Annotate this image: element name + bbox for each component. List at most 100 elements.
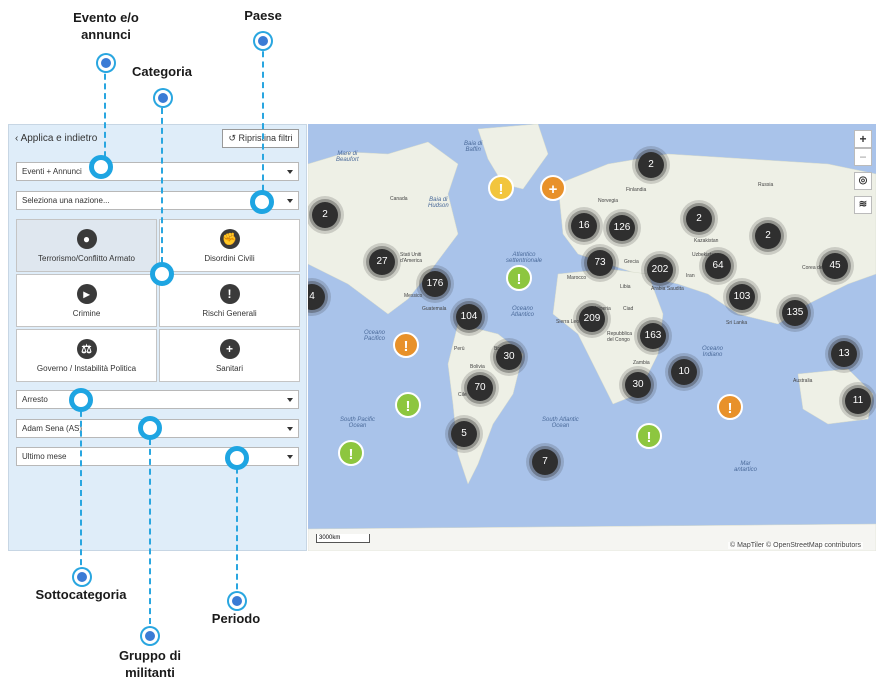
land-label: Russia [758, 182, 774, 188]
callout-target [138, 416, 162, 440]
event-cluster[interactable]: 11 [845, 388, 871, 414]
callout-target [150, 262, 174, 286]
exclamation-marker-icon[interactable]: ! [338, 440, 364, 466]
zoom-in-button[interactable]: + [854, 130, 872, 148]
event-cluster[interactable]: 2 [638, 152, 664, 178]
subcategory-select[interactable]: Arresto [16, 390, 299, 409]
callout-dot [155, 90, 171, 106]
country-select[interactable]: Seleziona una nazione... [16, 191, 299, 210]
callout-dot [98, 55, 114, 71]
event-cluster[interactable]: 2 [686, 206, 712, 232]
land-label: Repubblica del Congo [607, 331, 633, 343]
callout-line [236, 458, 238, 599]
fist-icon: ✊ [219, 229, 240, 249]
land-label: Arabia Saudita [651, 286, 684, 292]
land-greenland [477, 124, 549, 190]
category-disordini-civili[interactable]: ✊ Disordini Civili [159, 219, 300, 272]
callout-target [225, 446, 249, 470]
land-label: Perù [454, 346, 465, 352]
zoom-out-button[interactable]: − [854, 148, 872, 166]
chevron-down-icon [287, 427, 293, 431]
reset-icon: ↺ [228, 133, 236, 143]
militant-group-value: Adam Sena (AS) [22, 424, 83, 433]
exclamation-marker-icon[interactable]: ! [488, 175, 514, 201]
event-cluster[interactable]: 27 [369, 249, 395, 275]
event-cluster[interactable]: 64 [705, 253, 731, 279]
event-cluster[interactable]: 5 [451, 421, 477, 447]
event-cluster[interactable]: 16 [571, 213, 597, 239]
callout-evento-label: Evento e/o annunci [73, 10, 139, 42]
land-label: Sierra Leone [556, 319, 585, 325]
back-link[interactable]: ‹ Applica e indietro [15, 133, 97, 144]
event-cluster[interactable]: 73 [587, 250, 613, 276]
layers-icon[interactable]: ≋ [854, 196, 872, 214]
category-governo[interactable]: ⚖ Governo / Instabilità Politica [16, 329, 157, 382]
map-scale: 3000km [316, 534, 370, 543]
land-label: Messico [404, 293, 423, 299]
event-cluster[interactable]: 103 [729, 284, 755, 310]
water-label: Atlantico settentrionale [506, 252, 543, 264]
callout-sottocategoria-label: Sottocategoria [35, 587, 127, 602]
land-label: Stati Uniti d'America [400, 252, 423, 264]
scales-icon: ⚖ [76, 339, 97, 359]
land-label: Nigeria [595, 306, 611, 312]
world-map[interactable]: Mare di Beaufort Baia di Baffin Baia di … [308, 124, 876, 551]
category-label: Sanitari [215, 364, 244, 373]
event-type-select[interactable]: Eventi + Annunci [16, 162, 299, 181]
health-cross-marker-icon[interactable]: + [540, 175, 566, 201]
gun-icon: ▸ [76, 284, 97, 304]
cross-icon: + [219, 339, 240, 359]
event-cluster[interactable]: 13 [831, 341, 857, 367]
event-cluster[interactable]: 104 [456, 304, 482, 330]
event-cluster[interactable]: 70 [467, 375, 493, 401]
period-select[interactable]: Ultimo mese [16, 447, 299, 466]
exclamation-marker-icon[interactable]: ! [393, 332, 419, 358]
category-label: Terrorismo/Conflitto Armato [38, 254, 135, 263]
event-cluster[interactable]: 7 [532, 449, 558, 475]
category-terrorismo[interactable]: ● Terrorismo/Conflitto Armato [16, 219, 157, 272]
period-value: Ultimo mese [22, 452, 67, 461]
event-cluster[interactable]: 2 [755, 223, 781, 249]
event-cluster[interactable]: 45 [822, 253, 848, 279]
event-cluster[interactable]: 30 [496, 344, 522, 370]
event-cluster[interactable]: 135 [782, 300, 808, 326]
event-cluster[interactable]: 163 [640, 323, 666, 349]
land-label: Zambia [633, 360, 650, 366]
event-cluster[interactable]: 30 [625, 372, 651, 398]
chevron-down-icon [287, 170, 293, 174]
land-label: Uzbekistan [692, 252, 717, 258]
locate-icon[interactable]: ◎ [854, 172, 872, 190]
exclamation-marker-icon[interactable]: ! [717, 394, 743, 420]
water-label: Baia di Baffin [464, 141, 483, 153]
event-cluster[interactable]: 209 [579, 306, 605, 332]
exclamation-marker-icon[interactable]: ! [506, 265, 532, 291]
water-label: Oceano Atlantico [511, 306, 535, 318]
category-crimine[interactable]: ▸ Crimine [16, 274, 157, 327]
category-grid: ● Terrorismo/Conflitto Armato ✊ Disordin… [16, 219, 300, 383]
reset-filters-label: Ripristina filtri [238, 133, 293, 143]
land-label: Marocco [567, 275, 587, 281]
land-label: Corea del Sud [802, 265, 834, 271]
bomb-icon: ● [76, 229, 97, 249]
event-cluster[interactable]: 4 [308, 284, 325, 310]
land-label: Finlandia [626, 187, 647, 193]
event-cluster[interactable]: 2 [312, 202, 338, 228]
category-sanitari[interactable]: + Sanitari [159, 329, 300, 382]
event-cluster[interactable]: 176 [422, 271, 448, 297]
water-label: Oceano Pacifico [364, 330, 386, 342]
reset-filters-button[interactable]: ↺ Ripristina filtri [222, 129, 299, 148]
chevron-down-icon [287, 398, 293, 402]
water-label: Oceano Indiano [702, 346, 724, 358]
event-cluster[interactable]: 10 [671, 359, 697, 385]
land-label: Australia [793, 378, 813, 384]
exclamation-marker-icon[interactable]: ! [395, 392, 421, 418]
water-label: Mare di Beaufort [336, 151, 359, 163]
event-cluster[interactable]: 202 [647, 257, 673, 283]
callout-line [80, 401, 82, 575]
callout-line [161, 98, 163, 273]
back-link-label: Applica e indietro [20, 133, 98, 144]
category-rischi-generali[interactable]: ! Rischi Generali [159, 274, 300, 327]
exclamation-marker-icon[interactable]: ! [636, 423, 662, 449]
land-label: Bolivia [470, 364, 485, 370]
event-cluster[interactable]: 126 [609, 215, 635, 241]
